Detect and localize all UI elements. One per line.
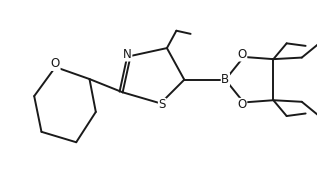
Text: S: S xyxy=(158,98,166,111)
Text: O: O xyxy=(238,98,247,111)
Text: O: O xyxy=(51,57,60,70)
Text: N: N xyxy=(123,48,132,61)
Text: B: B xyxy=(221,73,229,86)
Text: O: O xyxy=(238,48,247,61)
